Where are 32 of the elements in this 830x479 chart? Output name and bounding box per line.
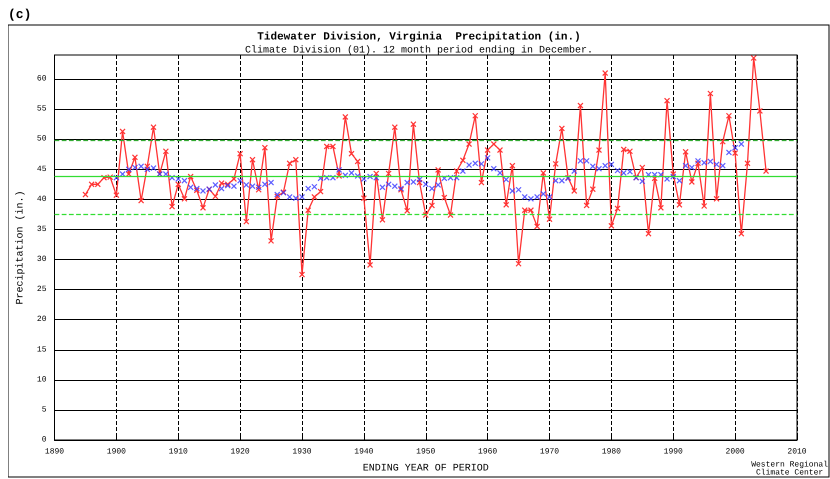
- x-tick-label: 1990: [664, 448, 684, 456]
- y-tick-label: 15: [36, 345, 47, 354]
- y-axis-title: Precipitation (in.): [14, 190, 26, 305]
- text: (c): [8, 7, 32, 22]
- y-tick-label: 40: [36, 194, 47, 204]
- y-tick-label: 20: [36, 315, 47, 324]
- chart-subtitle: Climate Division (01). 12 month period ending in December.: [244, 44, 594, 56]
- x-tick-label: 1970: [540, 448, 560, 456]
- x-tick-label: 2010: [787, 448, 807, 456]
- y-tick-label: 30: [36, 255, 47, 264]
- x-tick-label: 2000: [726, 448, 745, 456]
- x-tick-label: 1960: [478, 448, 498, 456]
- x-tick-label: 1940: [354, 448, 374, 456]
- y-tick-label: 25: [36, 285, 47, 294]
- y-tick-label: 50: [36, 134, 47, 144]
- x-tick-label: 1930: [292, 448, 312, 456]
- text: Western Regional Climate Center: [751, 460, 828, 478]
- y-tick-label: 60: [36, 74, 47, 84]
- y-tick-label: 35: [36, 224, 47, 234]
- x-tick-label: 1910: [168, 448, 188, 456]
- x-tick-label: 1980: [602, 448, 622, 456]
- x-tick-label: 1900: [106, 448, 126, 456]
- y-tick-label: 55: [36, 104, 47, 114]
- y-tick-label: 10: [36, 375, 47, 384]
- x-tick-label: 1920: [230, 448, 250, 456]
- x-tick-label: 1950: [416, 448, 436, 456]
- chart-title: Tidewater Division, Virginia Precipitation (in.): [257, 32, 581, 44]
- y-tick-label: 0: [42, 436, 47, 444]
- x-tick-label: 1890: [44, 448, 64, 456]
- x-axis-title: ENDING YEAR OF PERIOD: [362, 464, 489, 474]
- y-tick-label: 5: [42, 405, 47, 414]
- y-tick-label: 45: [36, 164, 47, 174]
